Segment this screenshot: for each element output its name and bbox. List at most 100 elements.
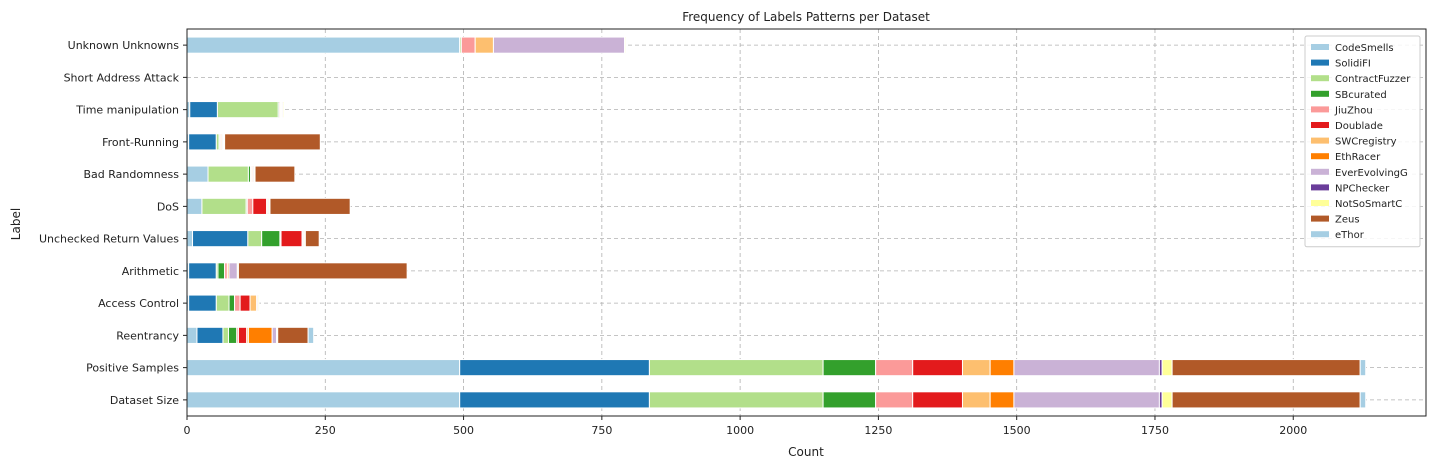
bar-segment [237, 262, 408, 280]
x-tick-label: 1750 [1141, 424, 1169, 437]
y-tick-label: Front-Running [102, 136, 179, 149]
bar-segment [459, 391, 650, 409]
bar-segment [822, 359, 877, 377]
bar-segment [228, 294, 236, 312]
y-tick-label: Unchecked Return Values [39, 233, 179, 246]
legend-swatch [1311, 90, 1329, 97]
legend-entry: SWCregistry [1335, 137, 1397, 148]
bar-segment [989, 359, 1015, 377]
bar-segment [207, 165, 249, 183]
bar-segment [912, 391, 963, 409]
grid [186, 29, 1426, 416]
legend-entry: NotSoSmartC [1335, 199, 1402, 210]
y-tick-label: Bad Randomness [83, 168, 179, 181]
bar-segment [186, 230, 194, 248]
x-tick-label: 1000 [726, 424, 754, 437]
x-tick-label: 0 [184, 424, 191, 437]
x-ticks: 0 250 500 750 1000 1250 1500 1750 2000 [184, 416, 1307, 437]
bar-segment [186, 391, 461, 409]
legend: CodeSmells SolidiFI ContractFuzzer SBcurate… [1304, 35, 1421, 248]
bar-segment [282, 101, 285, 119]
bar-segment [492, 36, 626, 54]
bar-segment [237, 326, 248, 344]
bar-segment [822, 391, 877, 409]
x-tick-label: 250 [315, 424, 336, 437]
legend-swatch [1311, 75, 1329, 82]
y-tick-label: Time manipulation [75, 104, 179, 117]
bar-segment [1359, 391, 1367, 409]
bar-segment [624, 36, 627, 54]
bar-segment [269, 197, 351, 215]
plot-frame [186, 28, 1427, 417]
bar-segment [254, 165, 296, 183]
bar-segment [277, 326, 309, 344]
bar-segment [875, 391, 914, 409]
x-tick-label: 2000 [1279, 424, 1307, 437]
bar-segment [459, 359, 650, 377]
legend-entry: EthRacer [1335, 152, 1381, 163]
bar-segment [280, 230, 303, 248]
bar-segment [228, 262, 238, 280]
bar-segment [1171, 391, 1361, 409]
legend-box [1304, 35, 1421, 248]
legend-swatch [1311, 44, 1329, 50]
bar-segment [192, 230, 249, 248]
legend-entry: SBcurated [1335, 90, 1387, 101]
legend-entry: Doublade [1335, 121, 1383, 132]
bar-segment [247, 326, 273, 344]
legend-entry: eThor [1335, 230, 1365, 241]
bar-segment [1359, 359, 1367, 377]
x-tick-label: 1250 [864, 424, 892, 437]
bar-segment [201, 197, 247, 215]
bar-segment [249, 294, 258, 312]
legend-entry: EverEvolvingG [1335, 168, 1408, 179]
legend-entry: NPChecker [1335, 183, 1390, 194]
y-ticks: Unknown Unknowns Short Address Attack Time… [39, 39, 187, 407]
y-tick-label: Dataset Size [110, 394, 179, 407]
bar-segment [188, 133, 217, 151]
bar-segment [912, 359, 963, 377]
y-tick-label: DoS [157, 200, 179, 213]
legend-entry: SolidiFI [1335, 59, 1371, 70]
bar-segment [460, 36, 476, 54]
bar-segment [234, 294, 241, 312]
legend-entry: Zeus [1335, 215, 1360, 226]
legend-swatch [1311, 200, 1329, 206]
y-tick-label: Short Address Attack [64, 71, 180, 84]
bar-segment [196, 326, 224, 344]
bar-segment [1161, 391, 1173, 409]
bar-segment [247, 230, 263, 248]
bar-segment [1013, 359, 1160, 377]
legend-swatch [1311, 168, 1329, 175]
legend-entry: JiuZhou [1334, 105, 1373, 116]
axes [186, 28, 1427, 417]
bar-segment [1013, 391, 1160, 409]
bar-segment [961, 391, 991, 409]
legend-swatch [1311, 184, 1329, 191]
y-tick-label: Unknown Unknowns [68, 39, 180, 52]
bar-segment [474, 36, 494, 54]
bar-segment [304, 230, 320, 248]
bar-segment [186, 359, 461, 377]
bar-segment [224, 133, 321, 151]
y-tick-label: Arithmetic [122, 265, 179, 278]
bar-segment [961, 359, 991, 377]
legend-swatch [1311, 59, 1329, 66]
bar-segment [271, 326, 278, 344]
bar-segment [648, 391, 824, 409]
bar-segment [1171, 359, 1361, 377]
bar-segment [875, 359, 914, 377]
bar-segment [217, 262, 226, 280]
legend-swatch [1311, 231, 1329, 238]
bar-segment [188, 294, 217, 312]
bar-segment [186, 165, 209, 183]
x-axis-label: Count [788, 445, 824, 459]
legend-swatch [1311, 106, 1329, 113]
legend-swatch [1311, 215, 1329, 222]
bar-segment [186, 197, 203, 215]
legend-entry: CodeSmells [1335, 43, 1394, 54]
bar-segment [307, 326, 315, 344]
legend-swatch [1311, 122, 1329, 128]
y-axis-label: Label [9, 208, 23, 240]
